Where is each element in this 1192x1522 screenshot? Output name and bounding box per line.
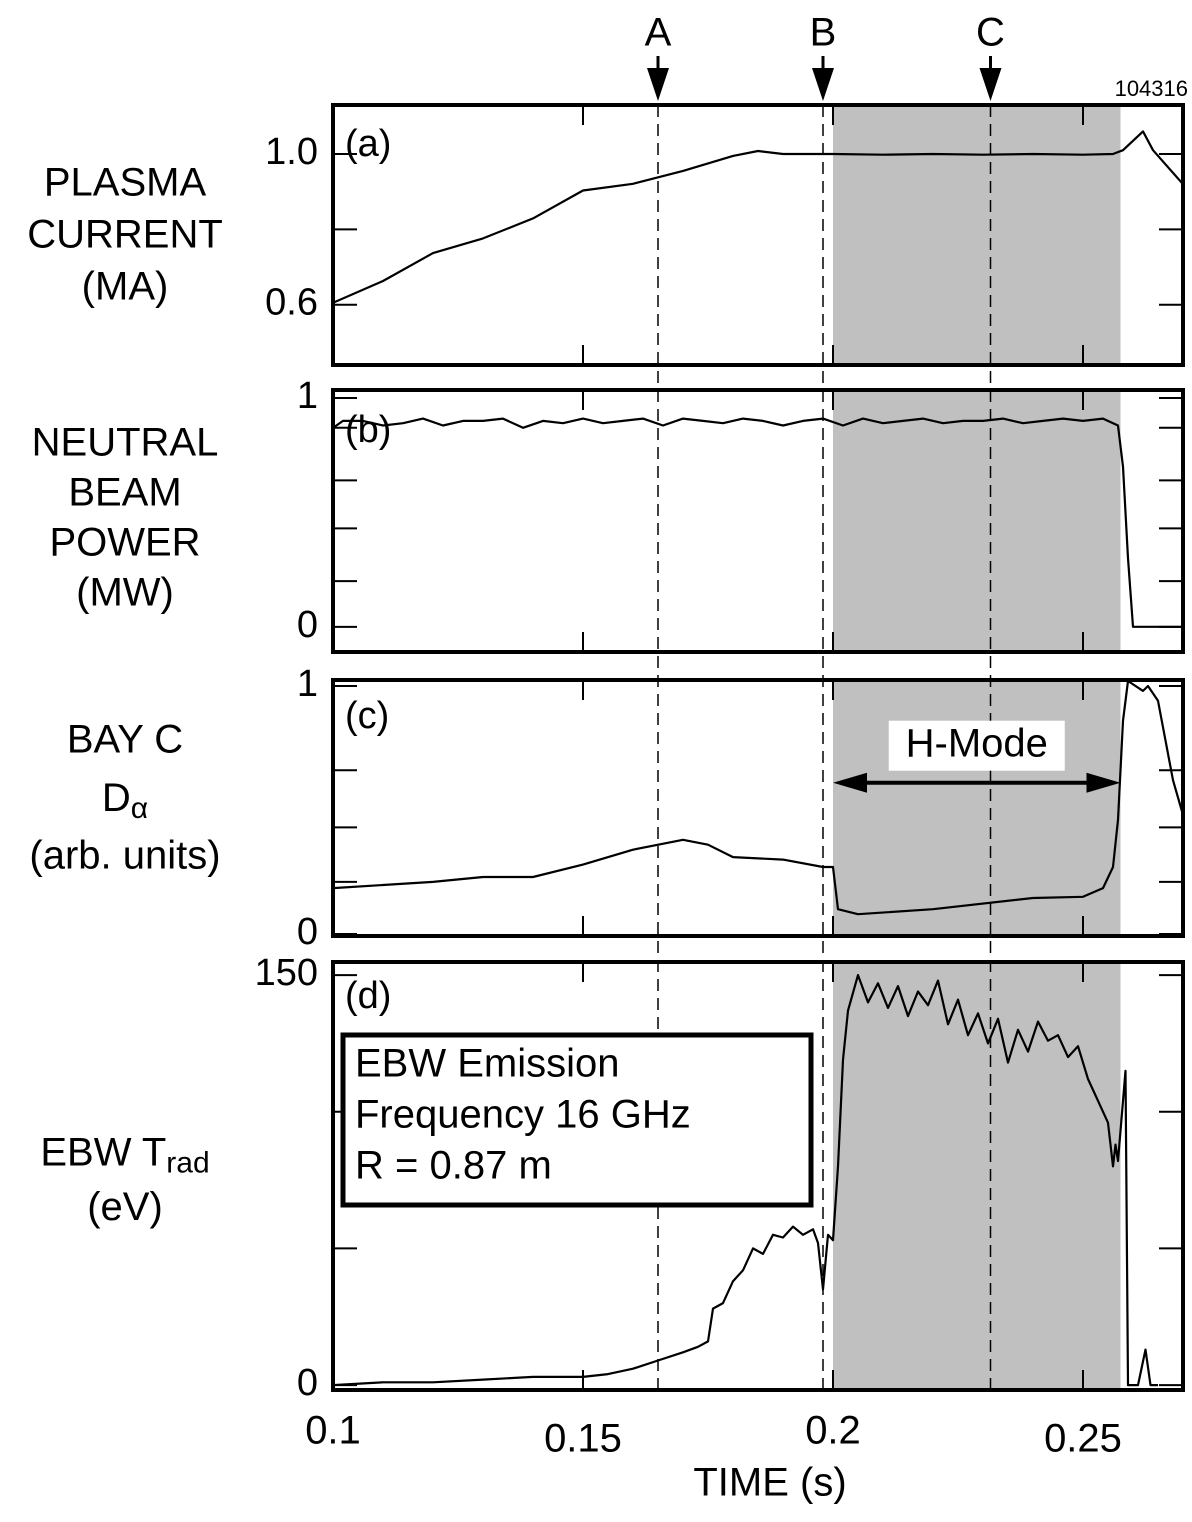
y-axis-label: CURRENT bbox=[27, 213, 223, 257]
x-tick-label: 0.1 bbox=[305, 1409, 361, 1453]
shaded-region bbox=[833, 962, 1121, 1390]
panel-frame bbox=[331, 103, 1185, 367]
marker-label: A bbox=[645, 11, 672, 55]
span-label: H-Mode bbox=[906, 721, 1048, 765]
span-label-bg bbox=[888, 720, 1065, 771]
marker-arrow-head bbox=[647, 68, 669, 101]
panel-frame bbox=[331, 960, 1185, 1392]
y-tick-label: 0.6 bbox=[265, 282, 318, 324]
data-line bbox=[333, 974, 1158, 1387]
y-axis-label: Dα bbox=[102, 776, 148, 825]
y-tick-label: 0 bbox=[297, 1362, 318, 1404]
y-axis-label: NEUTRAL bbox=[32, 421, 219, 465]
y-axis-label-main: D bbox=[102, 776, 131, 820]
y-axis-label: EBW Trad bbox=[40, 1130, 209, 1179]
y-axis-label-main: EBW T bbox=[40, 1130, 166, 1174]
x-tick-label: 0.25 bbox=[1044, 1417, 1122, 1461]
y-axis-label: (MW) bbox=[76, 571, 174, 615]
data-line bbox=[333, 417, 1183, 628]
span-arrow-head bbox=[833, 772, 867, 793]
x-axis-label: TIME (s) bbox=[693, 1461, 846, 1505]
marker-label: B bbox=[810, 11, 837, 55]
panel-label: (a) bbox=[345, 123, 391, 165]
y-tick-label: 1.0 bbox=[265, 131, 318, 173]
shaded-region bbox=[833, 105, 1121, 365]
y-axis-label: (MA) bbox=[82, 265, 169, 309]
marker-arrow-head bbox=[979, 68, 1002, 101]
x-tick-label: 0.2 bbox=[805, 1409, 861, 1453]
y-tick-label: 1 bbox=[297, 663, 318, 705]
panel-label: (d) bbox=[345, 975, 391, 1017]
data-line bbox=[333, 680, 1183, 916]
info-box-line: EBW Emission bbox=[355, 1042, 620, 1086]
data-line bbox=[333, 130, 1183, 304]
y-axis-label: (arb. units) bbox=[29, 834, 220, 878]
y-axis-label-sub: rad bbox=[166, 1146, 209, 1179]
info-box-line: Frequency 16 GHz bbox=[355, 1093, 691, 1137]
y-axis-label: (eV) bbox=[87, 1185, 163, 1229]
y-tick-label: 150 bbox=[255, 952, 318, 994]
y-tick-label: 0 bbox=[297, 604, 318, 646]
info-box-line: R = 0.87 m bbox=[355, 1144, 552, 1188]
shot-number: 104316 bbox=[1115, 76, 1188, 101]
marker-arrow-head bbox=[812, 68, 834, 101]
y-axis-label-sub: α bbox=[131, 792, 148, 825]
y-axis-label: BAY C bbox=[67, 718, 183, 762]
y-axis-label: POWER bbox=[49, 521, 200, 565]
span-arrow-head bbox=[1086, 772, 1121, 793]
x-tick-label: 0.15 bbox=[544, 1417, 622, 1461]
panel-frame bbox=[331, 388, 1185, 654]
shaded-region bbox=[833, 390, 1121, 652]
y-tick-label: 1 bbox=[297, 375, 318, 417]
panel-label: (c) bbox=[345, 695, 389, 737]
marker-label: C bbox=[976, 11, 1005, 55]
panel-frame bbox=[331, 678, 1185, 938]
y-tick-label: 0 bbox=[297, 911, 318, 953]
panel-label: (b) bbox=[345, 409, 391, 451]
info-box bbox=[340, 1032, 814, 1208]
y-axis-label: PLASMA bbox=[44, 161, 207, 205]
y-axis-label: BEAM bbox=[68, 471, 181, 515]
